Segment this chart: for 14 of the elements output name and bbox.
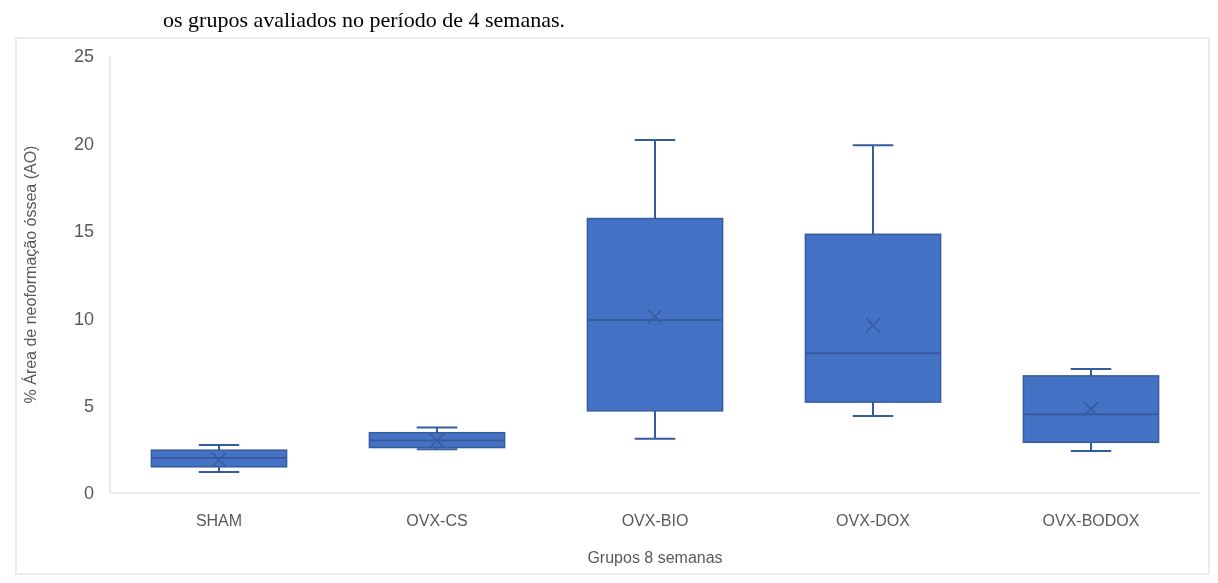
y-tick-label: 5 [83,395,94,416]
x-tick-label: OVX-BIO [621,512,689,529]
y-tick-label: 10 [73,308,94,329]
y-tick-label: 15 [73,221,94,242]
y-tick-label: 0 [83,483,94,504]
x-tick-label: OVX-DOX [836,512,911,529]
y-axis-title: % Área de neoformação óssea (AO) [21,145,39,404]
text: os grupos avaliados no período de 4 semanas. [163,7,566,32]
x-tick-label: OVX-BODOX [1042,512,1140,529]
x-axis-title: Grupos 8 semanas [587,549,723,566]
y-tick-label: 25 [73,46,94,67]
x-tick-label: OVX-CS [406,512,468,529]
x-tick-label: SHAM [195,512,243,529]
y-tick-label: 20 [73,133,94,154]
